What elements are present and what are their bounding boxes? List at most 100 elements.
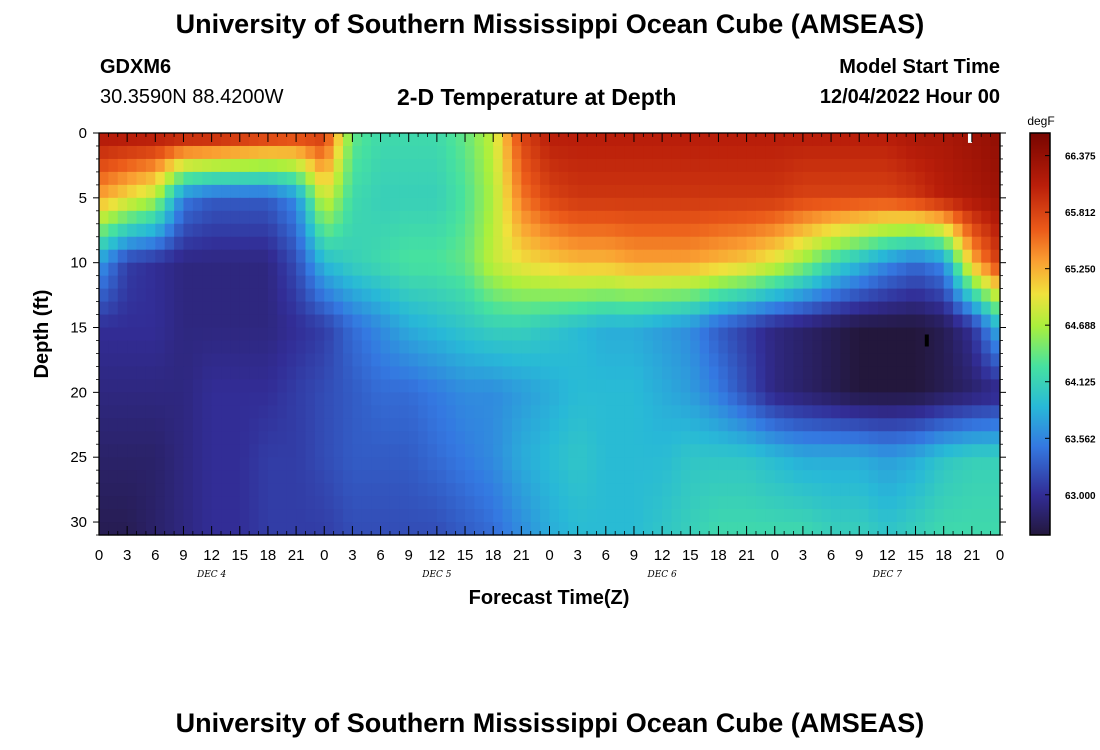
- x-tick-label: 12: [654, 547, 671, 564]
- heatmap-cell: [587, 392, 598, 406]
- heatmap-cell: [915, 249, 926, 264]
- heatmap-cell: [558, 470, 569, 484]
- heatmap-cell: [202, 158, 213, 173]
- heatmap-cell: [164, 496, 175, 510]
- heatmap-cell: [343, 522, 354, 536]
- heatmap-cell: [896, 171, 907, 186]
- heatmap-cell: [887, 509, 898, 523]
- heatmap-cell: [267, 275, 278, 290]
- heatmap-cell: [680, 327, 691, 342]
- heatmap-cell: [436, 314, 447, 329]
- heatmap-cell: [183, 496, 194, 510]
- heatmap-cell: [230, 327, 241, 342]
- heatmap-cell: [380, 444, 391, 458]
- heatmap-cell: [934, 366, 945, 380]
- heatmap-cell: [652, 301, 663, 316]
- heatmap-cell: [436, 171, 447, 186]
- heatmap-cell: [831, 158, 842, 173]
- heatmap-cell: [896, 392, 907, 406]
- heatmap-cell: [267, 340, 278, 355]
- heatmap-cell: [906, 405, 917, 419]
- heatmap-cell: [934, 236, 945, 251]
- heatmap-cell: [877, 405, 888, 419]
- heatmap-cell: [624, 444, 635, 458]
- heatmap-cell: [577, 327, 588, 342]
- heatmap-cell: [380, 522, 391, 536]
- heatmap-cell: [877, 249, 888, 264]
- heatmap-cell: [549, 444, 560, 458]
- heatmap-cell: [343, 210, 354, 225]
- heatmap-cell: [258, 288, 269, 303]
- heatmap-cell: [324, 158, 335, 173]
- heatmap-cell: [502, 483, 513, 497]
- y-tick-label: 25: [70, 449, 87, 466]
- heatmap-cell: [493, 379, 504, 393]
- heatmap-cell: [568, 249, 579, 264]
- heatmap-cell: [671, 236, 682, 251]
- heatmap-cell: [371, 171, 382, 186]
- heatmap-cell: [333, 470, 344, 484]
- heatmap-cell: [680, 236, 691, 251]
- heatmap-cell: [530, 353, 541, 368]
- heatmap-cell: [784, 392, 795, 406]
- heatmap-cell: [812, 366, 823, 380]
- heatmap-cell: [727, 133, 738, 147]
- heatmap-cell: [840, 392, 851, 406]
- heatmap-cell: [502, 418, 513, 432]
- heatmap-cell: [211, 133, 222, 147]
- heatmap-cell: [192, 145, 203, 160]
- heatmap-cell: [333, 171, 344, 186]
- heatmap-cell: [521, 327, 532, 342]
- heatmap-cell: [277, 223, 288, 238]
- heatmap-cell: [924, 366, 935, 380]
- heatmap-cell: [296, 522, 307, 536]
- heatmap-cell: [774, 236, 785, 251]
- heatmap-cell: [605, 236, 616, 251]
- heatmap-cell: [267, 223, 278, 238]
- heatmap-cell: [155, 223, 166, 238]
- heatmap-cell: [296, 262, 307, 277]
- heatmap-cell: [493, 236, 504, 251]
- heatmap-cell: [286, 249, 297, 264]
- heatmap-cell: [127, 483, 138, 497]
- heatmap-cell: [727, 353, 738, 368]
- heatmap-cell: [868, 210, 879, 225]
- heatmap-cell: [399, 431, 410, 445]
- heatmap-cell: [239, 210, 250, 225]
- heatmap-cell: [896, 509, 907, 523]
- heatmap-cell: [483, 483, 494, 497]
- heatmap-cell: [493, 145, 504, 160]
- heatmap-cell: [192, 262, 203, 277]
- heatmap-cell: [446, 340, 457, 355]
- heatmap-cell: [446, 496, 457, 510]
- heatmap-cell: [192, 197, 203, 212]
- heatmap-cell: [361, 444, 372, 458]
- heatmap-cell: [164, 457, 175, 471]
- heatmap-cell: [483, 353, 494, 368]
- heatmap-cell: [802, 184, 813, 199]
- heatmap-cell: [615, 431, 626, 445]
- heatmap-cell: [164, 249, 175, 264]
- heatmap-cell: [211, 236, 222, 251]
- heatmap-cell: [183, 379, 194, 393]
- heatmap-cell: [709, 470, 720, 484]
- heatmap-cell: [521, 197, 532, 212]
- heatmap-cell: [286, 275, 297, 290]
- heatmap-cell: [192, 444, 203, 458]
- heatmap-cell: [361, 366, 372, 380]
- heatmap-cell: [793, 366, 804, 380]
- heatmap-cell: [924, 236, 935, 251]
- heatmap-cell: [183, 522, 194, 536]
- heatmap-cell: [549, 470, 560, 484]
- heatmap-cell: [943, 236, 954, 251]
- heatmap-cell: [427, 197, 438, 212]
- heatmap-cell: [277, 314, 288, 329]
- heatmap-cell: [511, 223, 522, 238]
- heatmap-cell: [474, 223, 485, 238]
- heatmap-cell: [174, 457, 185, 471]
- heatmap-cell: [802, 288, 813, 303]
- heatmap-cell: [924, 418, 935, 432]
- heatmap-cell: [868, 470, 879, 484]
- heatmap-cell: [699, 249, 710, 264]
- x-tick-label: 9: [630, 547, 638, 564]
